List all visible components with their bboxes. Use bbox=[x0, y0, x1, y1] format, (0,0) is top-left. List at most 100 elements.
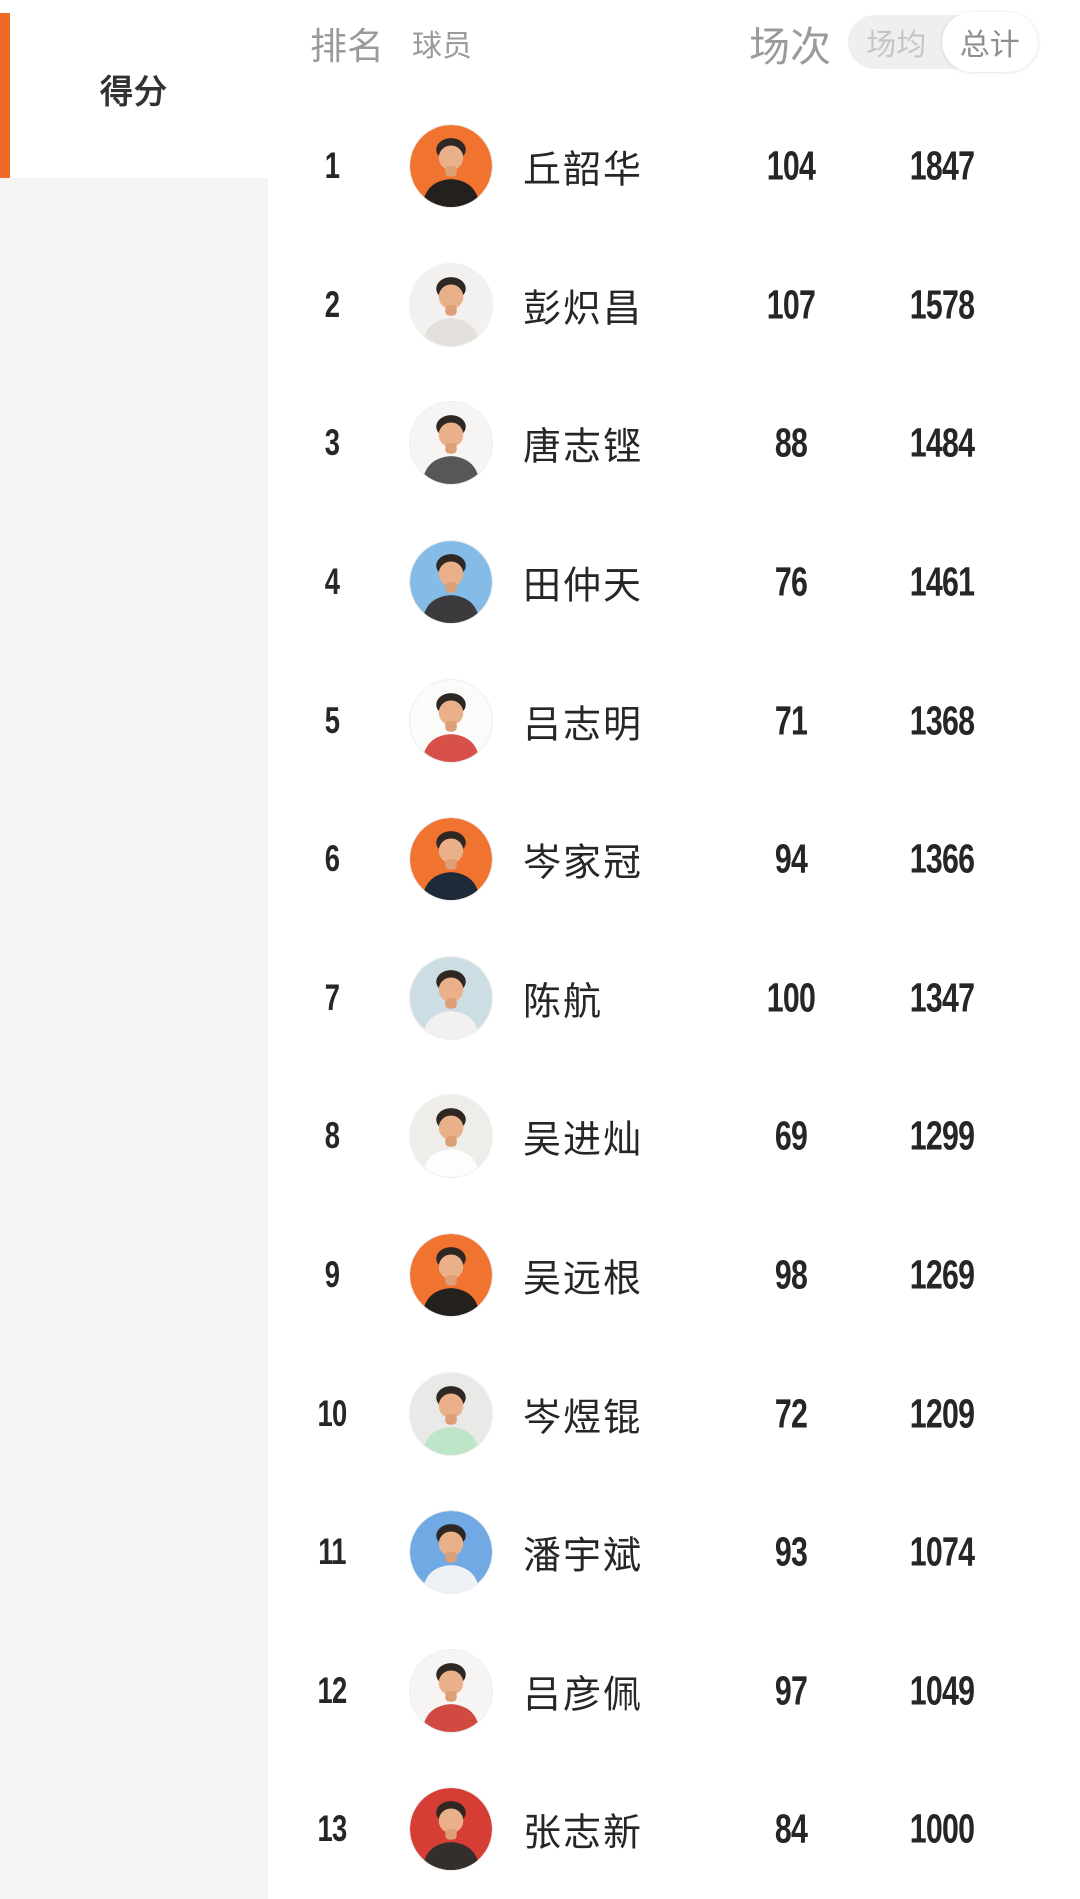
player-avatar bbox=[410, 1095, 492, 1178]
player-games: 94 bbox=[774, 835, 808, 882]
sidebar-item-label: 得分 bbox=[100, 73, 168, 110]
player-games: 98 bbox=[774, 1251, 808, 1298]
player-name: 丘韶华 bbox=[523, 149, 644, 192]
player-rows: 1 丘韶华 104 1847 2 彭炽昌 107 15 bbox=[268, 97, 1080, 1899]
player-games: 104 bbox=[766, 142, 816, 189]
player-row[interactable]: 5 吕志明 71 1368 bbox=[268, 651, 1080, 790]
person-silhouette-icon bbox=[410, 956, 492, 1039]
toggle-option-total[interactable]: 总计 bbox=[941, 12, 1038, 72]
player-total: 1847 bbox=[909, 142, 975, 189]
player-rank: 7 bbox=[324, 976, 340, 1018]
player-total: 1000 bbox=[909, 1805, 975, 1852]
person-silhouette-icon bbox=[410, 541, 492, 624]
player-games: 69 bbox=[774, 1112, 808, 1159]
player-avatar bbox=[410, 679, 492, 762]
person-silhouette-icon bbox=[410, 402, 492, 485]
player-total: 1347 bbox=[909, 974, 975, 1021]
player-games: 100 bbox=[766, 974, 816, 1021]
player-avatar bbox=[410, 818, 492, 901]
person-silhouette-icon bbox=[410, 263, 492, 346]
person-silhouette-icon bbox=[410, 818, 492, 901]
player-total: 1461 bbox=[909, 558, 975, 605]
player-rank: 4 bbox=[324, 561, 340, 603]
player-total: 1578 bbox=[909, 281, 975, 328]
player-avatar bbox=[410, 1511, 492, 1594]
player-row[interactable]: 7 陈航 100 1347 bbox=[268, 929, 1080, 1068]
player-total: 1484 bbox=[909, 419, 975, 466]
person-silhouette-icon bbox=[410, 679, 492, 762]
player-avatar bbox=[410, 956, 492, 1039]
player-name: 田仲天 bbox=[523, 565, 644, 608]
player-row[interactable]: 4 田仲天 76 1461 bbox=[268, 513, 1080, 652]
player-name: 吕志明 bbox=[523, 704, 644, 747]
player-rank: 11 bbox=[318, 1531, 346, 1573]
player-avatar bbox=[410, 1649, 492, 1732]
player-avatar bbox=[410, 1788, 492, 1871]
player-rank: 5 bbox=[324, 699, 340, 741]
leaderboard-table: 排名 球员 场次 场均 总计 1 丘韶华 104 1847 2 bbox=[268, 0, 1080, 1899]
player-row[interactable]: 2 彭炽昌 107 1578 bbox=[268, 236, 1080, 375]
player-name: 吕彦佩 bbox=[523, 1674, 644, 1717]
player-avatar bbox=[410, 1234, 492, 1317]
player-rank: 9 bbox=[324, 1254, 340, 1296]
person-silhouette-icon bbox=[410, 1372, 492, 1455]
player-total: 1366 bbox=[909, 835, 975, 882]
player-total: 1209 bbox=[909, 1390, 975, 1437]
player-total: 1269 bbox=[909, 1251, 975, 1298]
person-silhouette-icon bbox=[410, 1511, 492, 1594]
player-games: 93 bbox=[774, 1528, 808, 1575]
player-rank: 3 bbox=[324, 422, 340, 464]
player-games: 71 bbox=[774, 697, 808, 744]
player-row[interactable]: 10 岑煜锟 72 1209 bbox=[268, 1344, 1080, 1483]
person-silhouette-icon bbox=[410, 125, 492, 208]
player-name: 吴进灿 bbox=[523, 1119, 644, 1162]
column-header-rank: 排名 bbox=[310, 26, 384, 67]
player-rank: 10 bbox=[317, 1392, 348, 1434]
table-header: 排名 球员 场次 场均 总计 bbox=[268, 0, 1080, 90]
player-avatar bbox=[410, 263, 492, 346]
toggle-option-per-game[interactable]: 场均 bbox=[848, 15, 945, 69]
column-header-games: 场次 bbox=[749, 24, 831, 70]
player-row[interactable]: 9 吴远根 98 1269 bbox=[268, 1206, 1080, 1345]
player-row[interactable]: 3 唐志铿 88 1484 bbox=[268, 374, 1080, 513]
player-games: 84 bbox=[774, 1805, 808, 1852]
player-name: 陈航 bbox=[523, 981, 604, 1024]
player-games: 107 bbox=[766, 281, 816, 328]
person-silhouette-icon bbox=[410, 1788, 492, 1871]
player-total: 1049 bbox=[909, 1667, 975, 1714]
sidebar-item-points[interactable]: 得分 bbox=[0, 0, 268, 178]
player-avatar bbox=[410, 1372, 492, 1455]
player-avatar bbox=[410, 125, 492, 208]
player-name: 潘宇斌 bbox=[523, 1535, 644, 1578]
player-games: 72 bbox=[774, 1390, 808, 1437]
player-avatar bbox=[410, 541, 492, 624]
player-rank: 12 bbox=[317, 1669, 348, 1711]
player-row[interactable]: 8 吴进灿 69 1299 bbox=[268, 1067, 1080, 1206]
player-avatar bbox=[410, 402, 492, 485]
player-total: 1074 bbox=[909, 1528, 975, 1575]
player-row[interactable]: 13 张志新 84 1000 bbox=[268, 1760, 1080, 1899]
player-rank: 1 bbox=[324, 145, 340, 187]
player-games: 88 bbox=[774, 419, 808, 466]
player-name: 吴远根 bbox=[523, 1258, 644, 1301]
person-silhouette-icon bbox=[410, 1095, 492, 1178]
person-silhouette-icon bbox=[410, 1234, 492, 1317]
stat-mode-toggle: 场均 总计 bbox=[848, 12, 1038, 72]
player-rank: 8 bbox=[324, 1115, 340, 1157]
player-name: 岑家冠 bbox=[523, 842, 644, 885]
player-row[interactable]: 11 潘宇斌 93 1074 bbox=[268, 1483, 1080, 1622]
player-rank: 2 bbox=[324, 283, 340, 325]
player-row[interactable]: 1 丘韶华 104 1847 bbox=[268, 97, 1080, 236]
player-total: 1368 bbox=[909, 697, 975, 744]
player-games: 97 bbox=[774, 1667, 808, 1714]
sidebar-background bbox=[0, 178, 268, 1899]
player-row[interactable]: 12 吕彦佩 97 1049 bbox=[268, 1622, 1080, 1761]
person-silhouette-icon bbox=[410, 1649, 492, 1732]
column-header-player: 球员 bbox=[412, 30, 472, 63]
selected-indicator-bar bbox=[0, 13, 10, 178]
player-rank: 13 bbox=[317, 1808, 348, 1850]
player-row[interactable]: 6 岑家冠 94 1366 bbox=[268, 790, 1080, 929]
player-games: 76 bbox=[774, 558, 808, 605]
player-rank: 6 bbox=[324, 838, 340, 880]
